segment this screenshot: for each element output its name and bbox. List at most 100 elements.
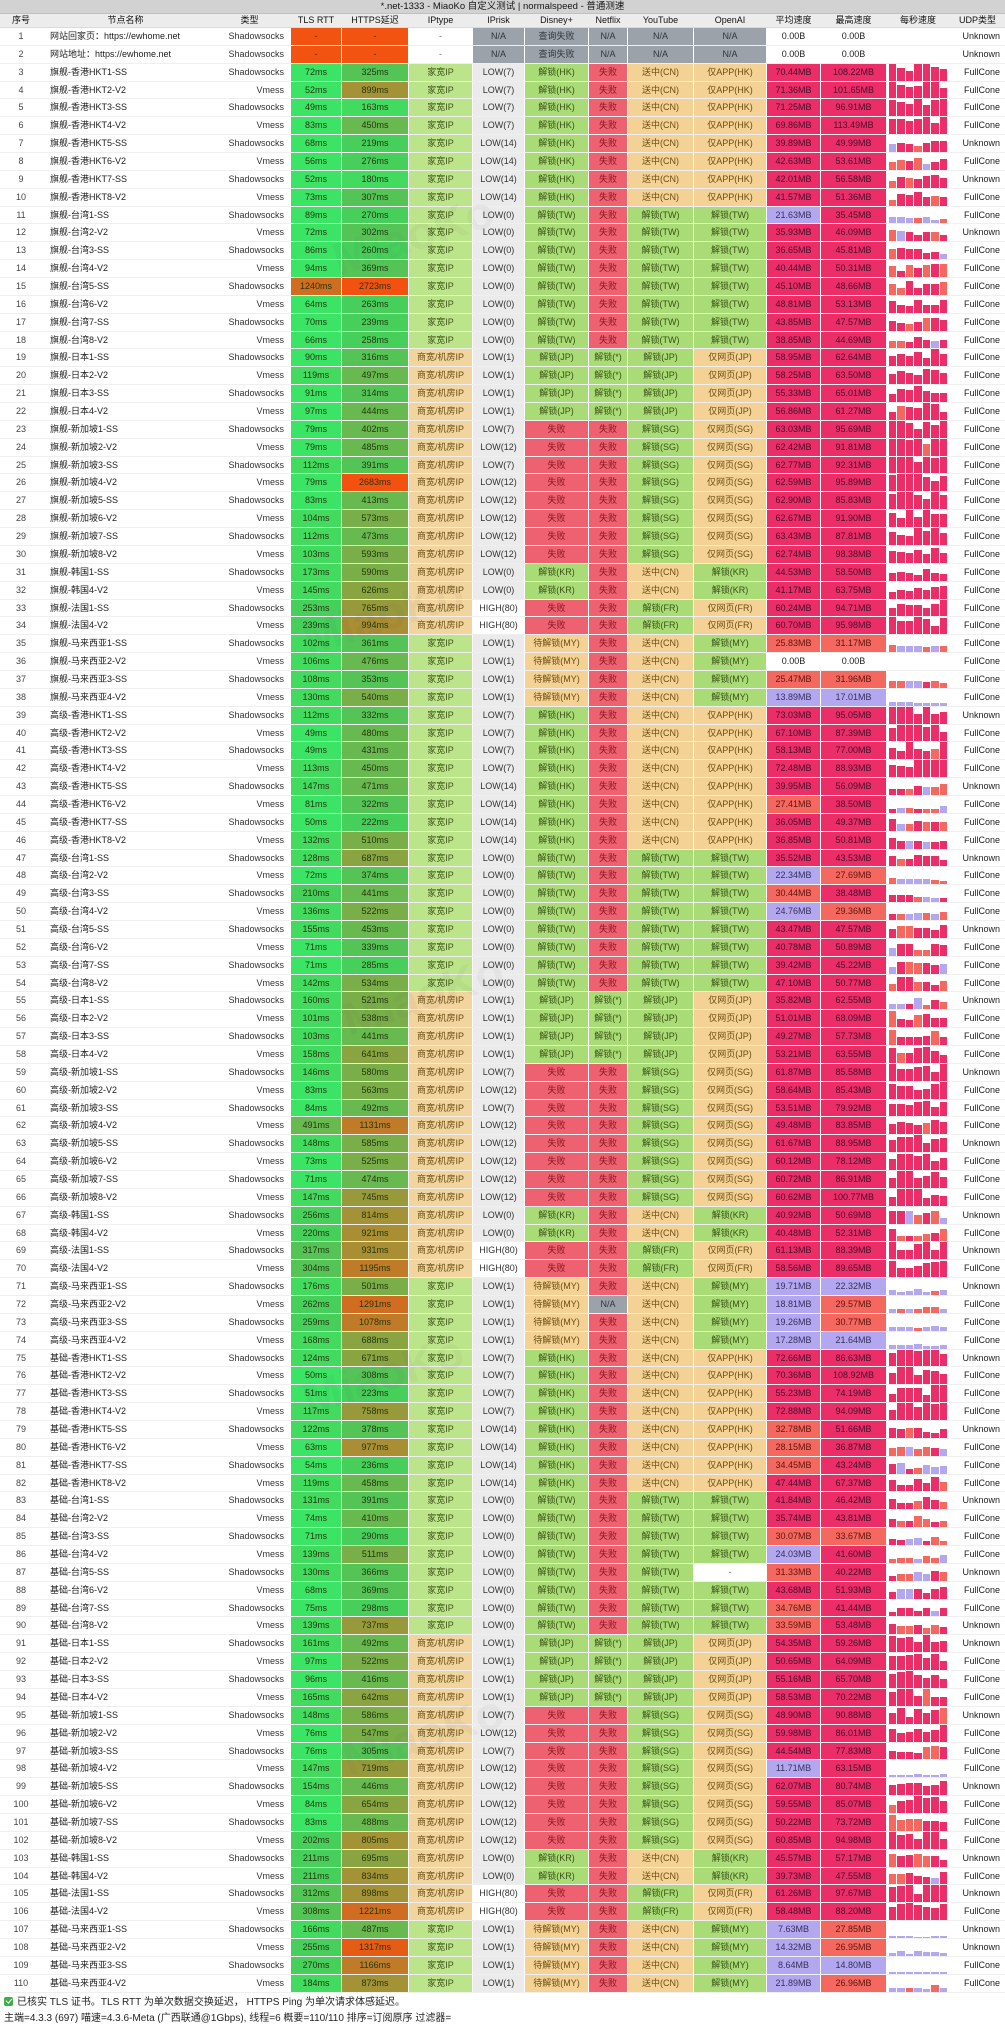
cell-iptype: 家宽IP <box>409 760 472 778</box>
speed-bar <box>905 706 914 724</box>
cell-youtube: 送中(CN) <box>628 742 693 760</box>
cell-disneyplus: 解锁(JP) <box>525 1688 588 1706</box>
cell-tls-rtt: 84ms <box>291 1796 341 1813</box>
cell-max-speed: 50.89MB <box>821 938 886 956</box>
speed-bar <box>897 1004 905 1010</box>
speed-bar <box>897 456 905 474</box>
cell-node-name: 基础-台湾2-V2 <box>50 1513 109 1524</box>
speed-bar <box>897 492 905 510</box>
table-row: 49 高级-台湾3-SS Shadowsocks 210ms 441ms 家宽IP LOW(… <box>0 885 1005 904</box>
cell-iprisk: LOW(12) <box>473 1188 524 1206</box>
cell-netflix: 失败 <box>589 688 627 706</box>
cell-iptype: 商宽/机房IP <box>409 1653 472 1671</box>
cell-tls-rtt: 136ms <box>291 903 341 920</box>
cell-node-name: 旗舰-马来西亚1-SS <box>50 638 128 649</box>
cell-iptype: 家宽IP <box>409 1938 472 1956</box>
cell-iptype: - <box>409 28 472 45</box>
speed-bar <box>905 1873 914 1885</box>
cell-avg-speed: 24.03MB <box>767 1546 820 1563</box>
cell-num: 27 <box>15 495 26 506</box>
cell-max-speed: 77.00MB <box>821 742 886 760</box>
cell-disneyplus: 失败 <box>525 1831 588 1849</box>
speed-bar <box>889 456 897 474</box>
cell-avg-speed: 36.85MB <box>767 831 820 849</box>
cell-udp-type: FullCone <box>963 1656 1000 1667</box>
cell-youtube: 送中(CN) <box>628 760 693 778</box>
speed-bar <box>922 1175 931 1188</box>
cell-type: Vmess <box>256 406 284 417</box>
cell-youtube: 解锁(FR) <box>628 1242 693 1260</box>
per-second-speed-bars <box>887 171 949 188</box>
cell-avg-speed: 58.25MB <box>767 367 820 385</box>
speed-bar <box>889 1011 897 1028</box>
cell-tls-rtt: 97ms <box>291 403 341 420</box>
cell-netflix: 失败 <box>589 260 627 278</box>
cell-youtube: 送中(CN) <box>628 188 693 206</box>
speed-bar <box>922 421 931 438</box>
cell-iprisk: LOW(0) <box>473 1528 524 1546</box>
cell-avg-speed: 55.23MB <box>767 1385 820 1403</box>
cell-node-name: 基础-香港HKT8-V2 <box>50 1477 127 1488</box>
speed-bar <box>931 1349 939 1367</box>
speed-bar <box>897 194 905 206</box>
cell-udp-type: FullCone <box>963 638 1000 649</box>
cell-openai: 仅网页(JP) <box>694 1688 766 1706</box>
cell-num: 107 <box>13 1924 29 1935</box>
speed-bar <box>905 1136 914 1153</box>
cell-tls-rtt: 63ms <box>291 1438 341 1456</box>
table-row: 9 旗舰-香港HKT7-SS Shadowsocks 52ms 180ms 家宽IP LOW… <box>0 170 1005 189</box>
cell-disneyplus: 解锁(JP) <box>525 1635 588 1653</box>
cell-tls-rtt: 52ms <box>291 170 341 188</box>
speed-bar <box>922 1855 931 1867</box>
cell-openai: 仅APP(HK) <box>694 813 766 831</box>
cell-openai: 仅网页(FR) <box>694 1903 766 1921</box>
col-header-per-second-speed: 每秒速度 <box>899 15 936 25</box>
cell-avg-speed: 61.67MB <box>767 1135 820 1153</box>
cell-openai: 仅APP(HK) <box>694 760 766 778</box>
cell-num: 73 <box>15 1316 26 1327</box>
speed-bar <box>905 1019 914 1028</box>
col-header-disneyplus: Disney+ <box>540 15 573 25</box>
cell-node-name: 高级-台湾8-V2 <box>50 977 109 988</box>
cell-iprisk: LOW(1) <box>473 1296 524 1313</box>
cell-https-latency: 446ms <box>342 1778 408 1796</box>
cell-udp-type: FullCone <box>963 834 1000 845</box>
cell-iprisk: LOW(7) <box>473 1706 524 1724</box>
cell-udp-type: Unknown <box>962 1281 1000 1292</box>
cell-iprisk: LOW(1) <box>473 1010 524 1028</box>
cell-tls-rtt: 184ms <box>291 1974 341 1992</box>
speed-bar <box>939 742 947 760</box>
cell-netflix: 失败 <box>589 224 627 242</box>
speed-bar <box>939 319 947 331</box>
cell-num: 29 <box>15 531 26 542</box>
speed-bar <box>922 1291 931 1296</box>
cell-udp-type: Unknown <box>962 852 1000 863</box>
cell-udp-type: FullCone <box>963 548 1000 559</box>
cell-max-speed: 43.81MB <box>821 1510 886 1528</box>
speed-bar <box>914 528 922 545</box>
cell-type: Shadowsocks <box>228 1245 284 1256</box>
speed-bar <box>889 856 897 867</box>
speed-bar <box>939 1001 947 1010</box>
cell-netflix: N/A <box>589 1296 627 1313</box>
speed-bar <box>939 1403 947 1421</box>
cell-https-latency: 263ms <box>342 295 408 313</box>
speed-bar <box>905 824 914 831</box>
cell-https-latency: 260ms <box>342 242 408 260</box>
cell-type: Shadowsocks <box>228 1531 284 1542</box>
speed-bar <box>905 573 914 581</box>
cell-youtube: 送中(CN) <box>628 1474 693 1492</box>
cell-type: Vmess <box>256 1799 284 1810</box>
cell-https-latency: 525ms <box>342 1153 408 1170</box>
speed-bar <box>922 1688 931 1706</box>
cell-udp-type: FullCone <box>963 263 1000 274</box>
speed-bar <box>939 645 947 653</box>
table-row: 56 高级-日本2-V2 Vmess 101ms 538ms 商宽/机房IP LOW(1) 解… <box>0 1010 1005 1029</box>
cell-iprisk: LOW(12) <box>473 1813 524 1831</box>
speed-bar <box>889 1394 897 1403</box>
per-second-speed-bars <box>887 296 949 313</box>
speed-bar <box>922 1988 931 1992</box>
cell-udp-type: FullCone <box>963 423 1000 434</box>
cell-node-name: 基础-新加坡3-SS <box>50 1745 119 1756</box>
per-second-speed-bars <box>887 653 949 670</box>
